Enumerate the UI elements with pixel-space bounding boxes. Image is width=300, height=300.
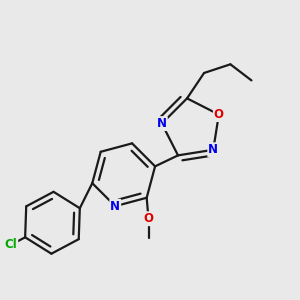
Text: O: O <box>214 108 224 121</box>
Text: N: N <box>208 143 218 156</box>
Text: O: O <box>143 212 154 225</box>
Text: N: N <box>110 200 120 213</box>
Text: N: N <box>157 117 167 130</box>
Text: Cl: Cl <box>4 238 17 251</box>
